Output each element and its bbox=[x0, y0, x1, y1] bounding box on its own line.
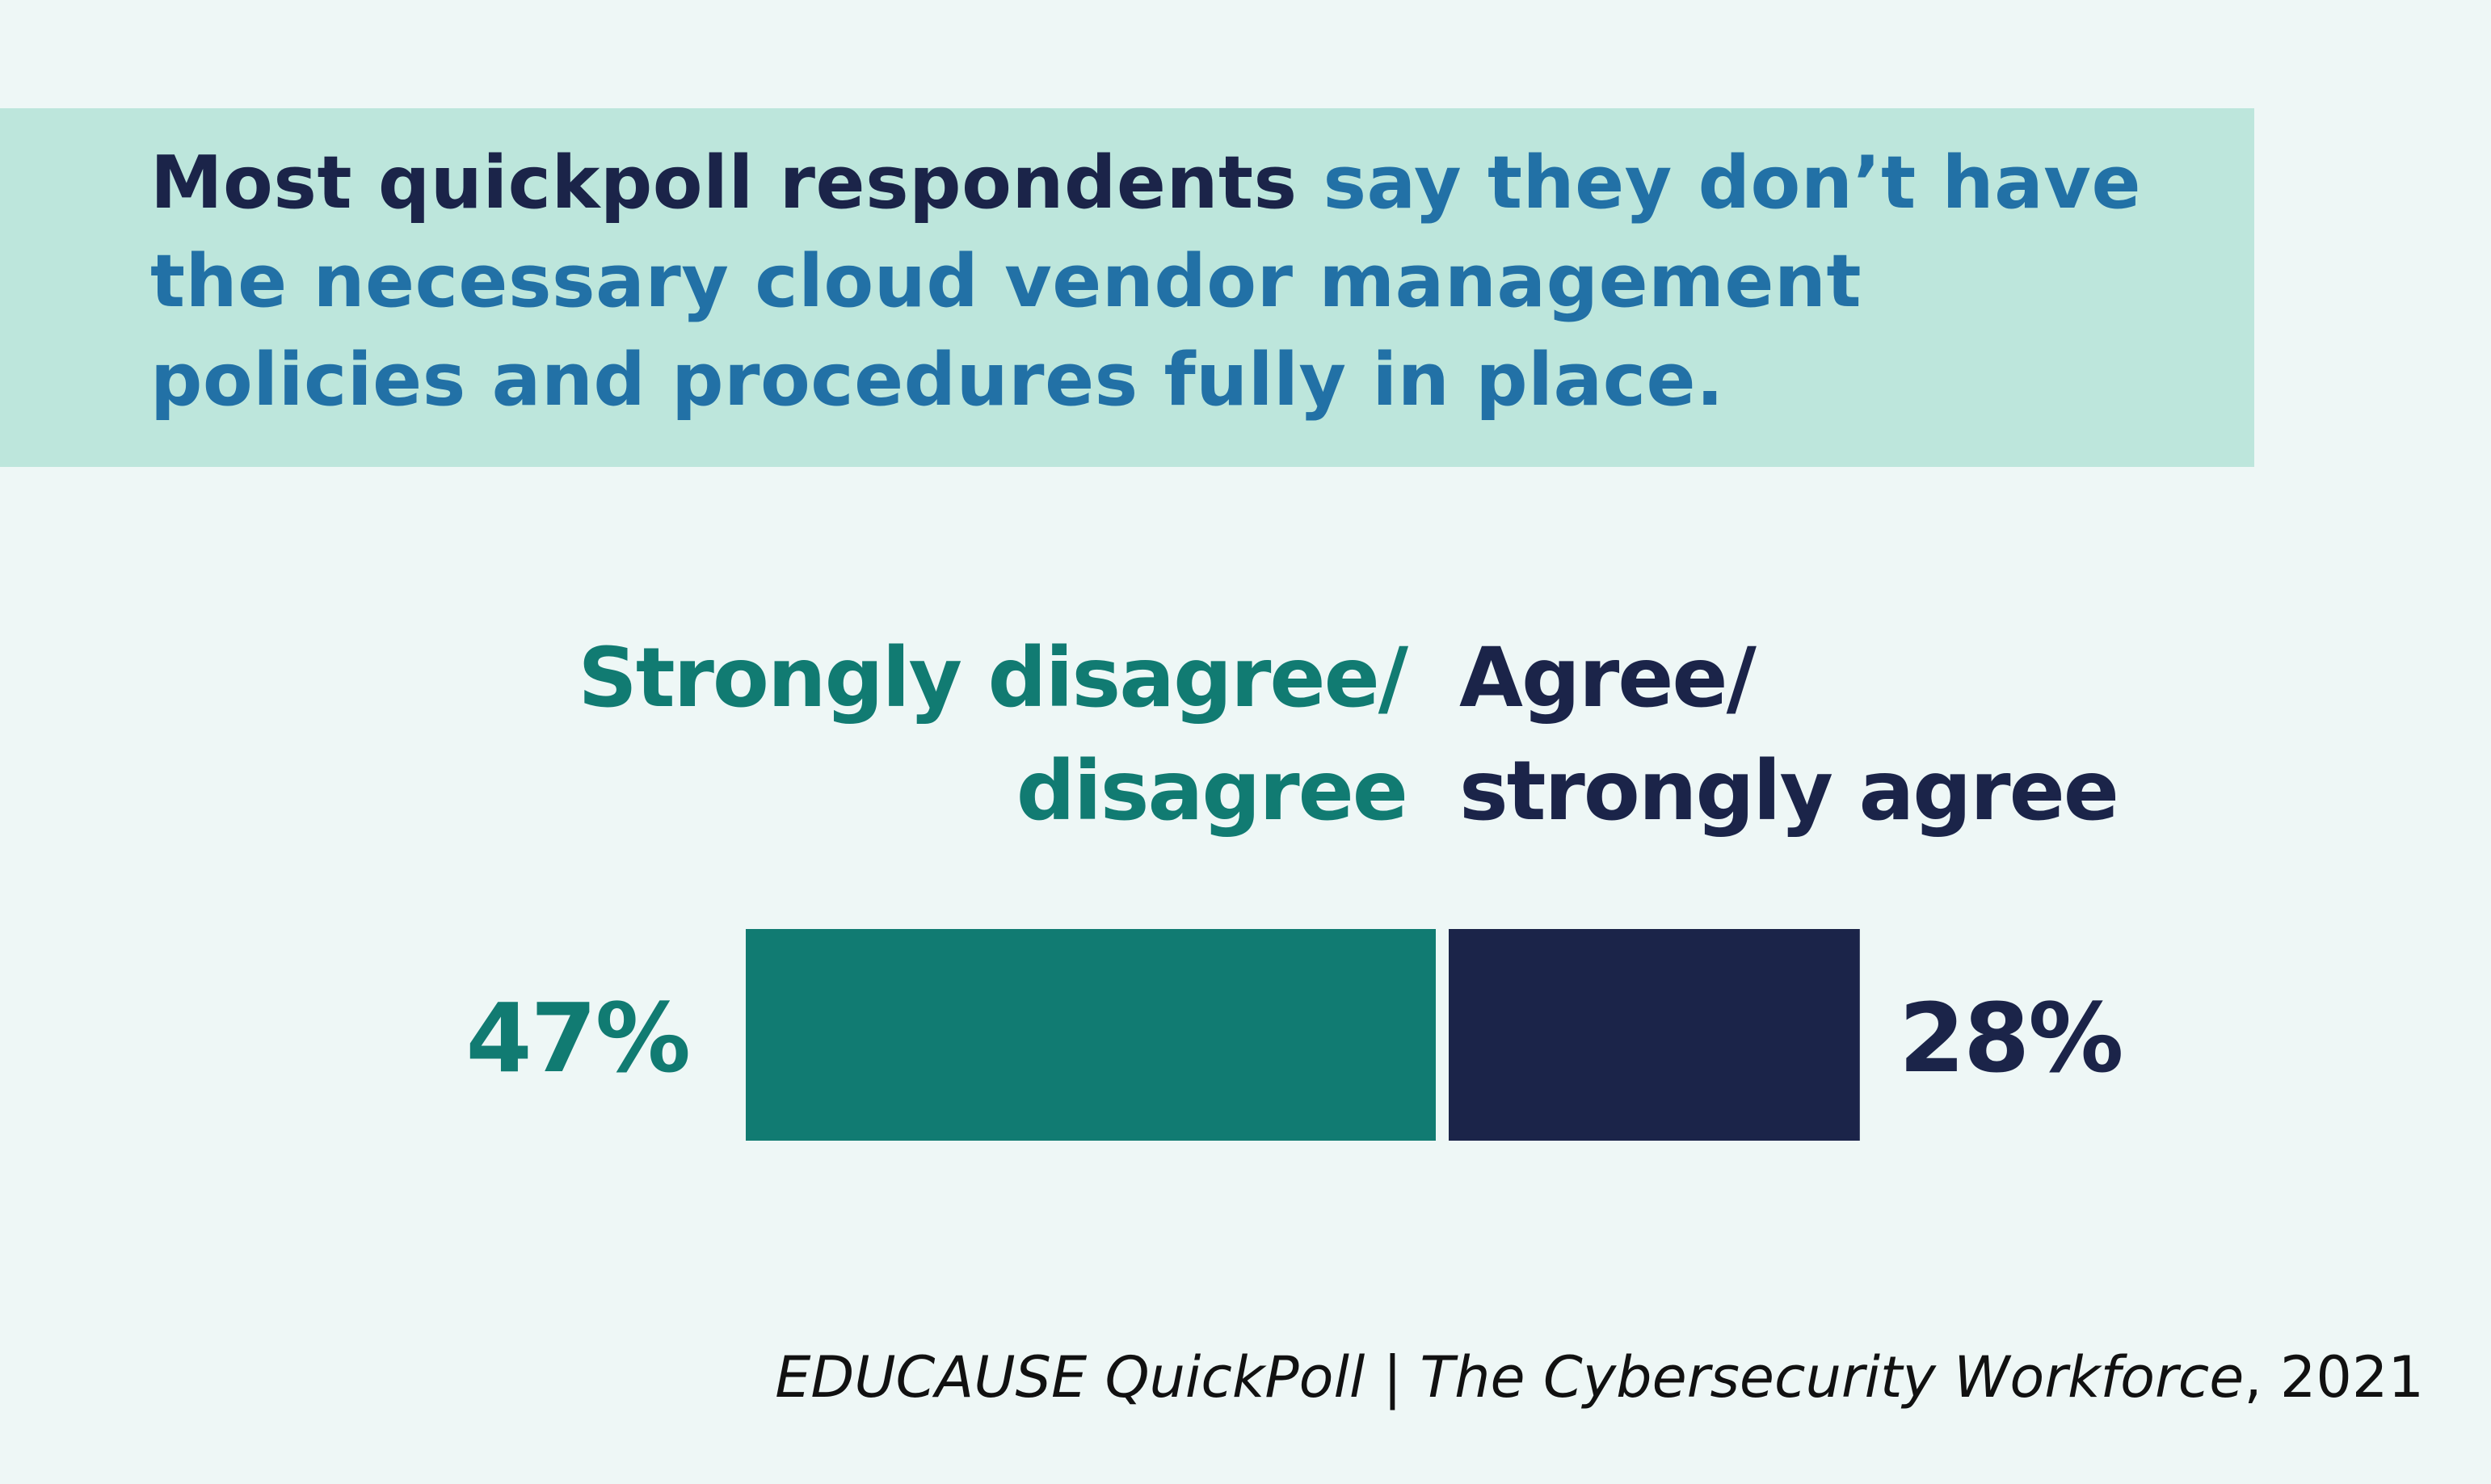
bar-agree bbox=[1449, 929, 1860, 1141]
source-publisher: EDUCAUSE QuickPoll | The Cybersecurity W… bbox=[775, 1344, 2245, 1410]
headline-rest: say they don’t have the necessary cloud … bbox=[150, 141, 2142, 422]
source-year: , 2021 bbox=[2244, 1344, 2424, 1410]
series-label-agree-line-2: strongly agree bbox=[1459, 743, 2119, 839]
source-citation: EDUCAUSE QuickPoll | The Cybersecurity W… bbox=[775, 1341, 2424, 1414]
series-label-agree: Agree/ strongly agree bbox=[1459, 622, 2267, 848]
series-label-agree-line-1: Agree/ bbox=[1459, 630, 1757, 726]
headline-bold: Most quickpoll respondents bbox=[150, 141, 1298, 225]
data-label-agree: 28% bbox=[1899, 982, 2123, 1094]
data-label-disagree: 47% bbox=[465, 982, 691, 1094]
series-label-disagree: Strongly disagree/ disagree bbox=[518, 622, 1408, 848]
series-label-disagree-line-2: disagree bbox=[1016, 743, 1408, 839]
series-label-disagree-line-1: Strongly disagree/ bbox=[578, 630, 1408, 726]
page-title: Most quickpoll respondents say they don’… bbox=[150, 134, 2170, 430]
headline-banner bbox=[0, 108, 2254, 467]
bar-disagree bbox=[746, 929, 1436, 1141]
